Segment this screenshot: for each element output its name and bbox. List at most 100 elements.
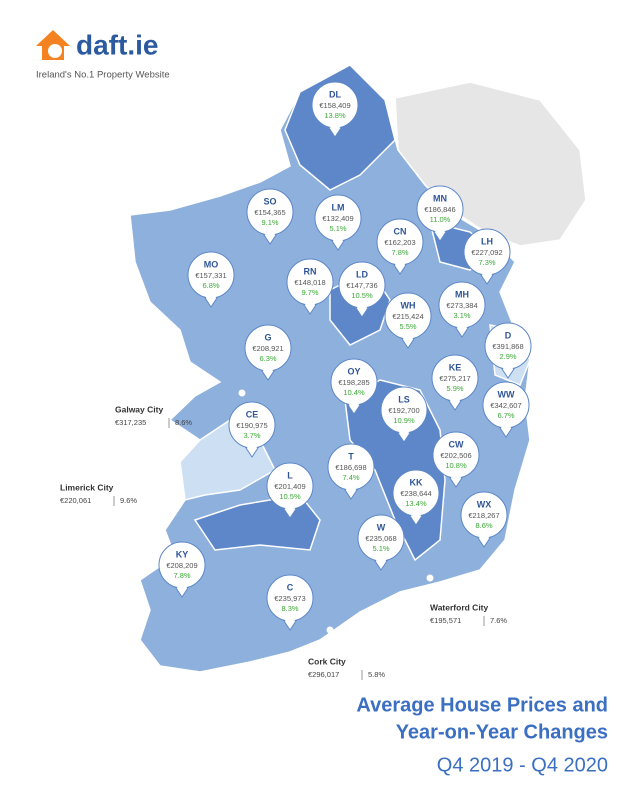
pin-cover <box>328 124 342 135</box>
county-change: 10.9% <box>393 416 415 425</box>
county-price: €154,365 <box>254 208 285 217</box>
county-price: €275,217 <box>439 374 470 383</box>
county-price: €391,868 <box>492 342 523 351</box>
county-code: MH <box>455 289 469 299</box>
county-price: €208,921 <box>252 344 283 353</box>
county-price: €235,068 <box>365 534 396 543</box>
county-change: 6.8% <box>202 281 219 290</box>
county-code: G <box>264 332 271 342</box>
pin-cover <box>455 324 469 335</box>
pin-cover <box>347 401 361 412</box>
county-code: WX <box>477 499 492 509</box>
pin-cover <box>409 512 423 523</box>
county-code: WH <box>401 300 416 310</box>
county-change: 5.5% <box>399 322 416 331</box>
city-price: €296,017 <box>308 670 339 679</box>
county-code: DL <box>329 89 341 99</box>
pin-cover <box>303 301 317 312</box>
county-price: €148,018 <box>294 278 325 287</box>
county-price: €186,846 <box>424 205 455 214</box>
city-change: 7.6% <box>490 616 507 625</box>
pin-cover <box>449 474 463 485</box>
logo: daft.ie Ireland's No.1 Property Website <box>36 29 170 81</box>
pin-cover <box>344 486 358 497</box>
county-change: 10.5% <box>351 291 373 300</box>
county-price: €218,267 <box>468 511 499 520</box>
county-price: €198,285 <box>338 378 369 387</box>
title-line: Year-on-Year Changes <box>396 721 608 743</box>
county-change: 11.0% <box>430 215 451 224</box>
county-change: 2.9% <box>499 352 516 361</box>
city-name: Galway City <box>115 404 163 414</box>
pin-cover <box>433 228 447 239</box>
county-price: €342,607 <box>490 401 521 410</box>
county-code: KK <box>410 477 423 487</box>
pin-cover <box>401 335 415 346</box>
pin-cover <box>477 534 491 545</box>
pin-cover <box>393 261 407 272</box>
pin-cover <box>261 367 275 378</box>
county-code: SO <box>263 196 276 206</box>
county-price: €273,384 <box>446 301 477 310</box>
county-price: €227,092 <box>471 248 502 257</box>
county-code: CE <box>246 409 259 419</box>
county-change: 13.4% <box>405 499 427 508</box>
county-price: €215,424 <box>392 312 423 321</box>
county-change: 10.4% <box>343 388 365 397</box>
city-name: Waterford City <box>430 602 489 612</box>
county-price: €147,736 <box>346 281 377 290</box>
county-code: KY <box>176 549 189 559</box>
county-change: 9.1% <box>261 218 278 227</box>
city-price: €220,061 <box>60 496 91 505</box>
city-change: 5.8% <box>368 670 385 679</box>
city-name: Cork City <box>308 656 346 666</box>
county-change: 8.6% <box>475 521 492 530</box>
county-price: €158,409 <box>319 101 350 110</box>
city-price: €195,571 <box>430 616 461 625</box>
county-price: €201,409 <box>274 482 305 491</box>
pin-cover <box>501 365 515 376</box>
county-change: 5.1% <box>329 224 346 233</box>
county-code: MN <box>433 193 447 203</box>
county-change: 3.1% <box>453 311 470 320</box>
county-change: 8.3% <box>281 604 298 613</box>
county-code: MO <box>204 259 219 269</box>
county-code: CN <box>394 226 407 236</box>
county-code: T <box>348 451 354 461</box>
county-price: €162,203 <box>384 238 415 247</box>
county-price: €238,644 <box>400 489 431 498</box>
county-change: 7.4% <box>342 473 359 482</box>
county-change: 10.5% <box>279 492 301 501</box>
county-change: 7.3% <box>478 258 495 267</box>
county-price: €202,506 <box>440 451 471 460</box>
pin-cover <box>355 304 369 315</box>
title-line: Average House Prices and <box>356 694 608 716</box>
pin-cover <box>331 237 345 248</box>
city-change: 8.6% <box>175 418 192 427</box>
county-code: LM <box>332 202 345 212</box>
brand: daft.ie <box>76 29 158 60</box>
pin-cover <box>499 424 513 435</box>
county-price: €235,973 <box>274 594 305 603</box>
pin-cover <box>175 584 189 595</box>
county-code: D <box>505 330 512 340</box>
county-code: WW <box>498 389 515 399</box>
county-change: 7.8% <box>391 248 408 257</box>
city-label: Waterford City €195,571 7.6% <box>426 574 507 626</box>
